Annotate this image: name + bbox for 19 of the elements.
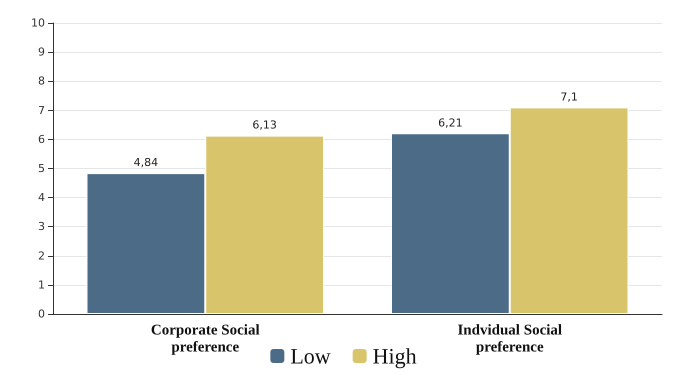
legend-label: High <box>372 344 417 368</box>
y-tick-label: 4 <box>38 191 45 204</box>
data-label: 4,84 <box>134 156 158 170</box>
y-tick-label: 7 <box>38 104 45 117</box>
y-tick-label: 8 <box>38 74 45 88</box>
y-tick-label: 2 <box>38 249 45 262</box>
x-tick-label: Indvidual Social preference <box>457 322 562 356</box>
data-label: 7,1 <box>560 90 578 104</box>
data-label: 6,21 <box>438 116 463 130</box>
data-label: 6,13 <box>252 118 277 132</box>
x-tick-label: Corporate Social preference <box>150 322 260 356</box>
y-tick-label: 10 <box>31 16 45 30</box>
y-tick-label: 0 <box>38 308 45 320</box>
y-tick-label: 5 <box>38 162 45 175</box>
y-tick-label: 6 <box>38 132 45 146</box>
y-tick-label: 9 <box>38 46 45 59</box>
y-tick-label: 1 <box>38 278 45 292</box>
y-tick-label: 3 <box>38 220 45 234</box>
legend-label: Low <box>290 344 331 368</box>
